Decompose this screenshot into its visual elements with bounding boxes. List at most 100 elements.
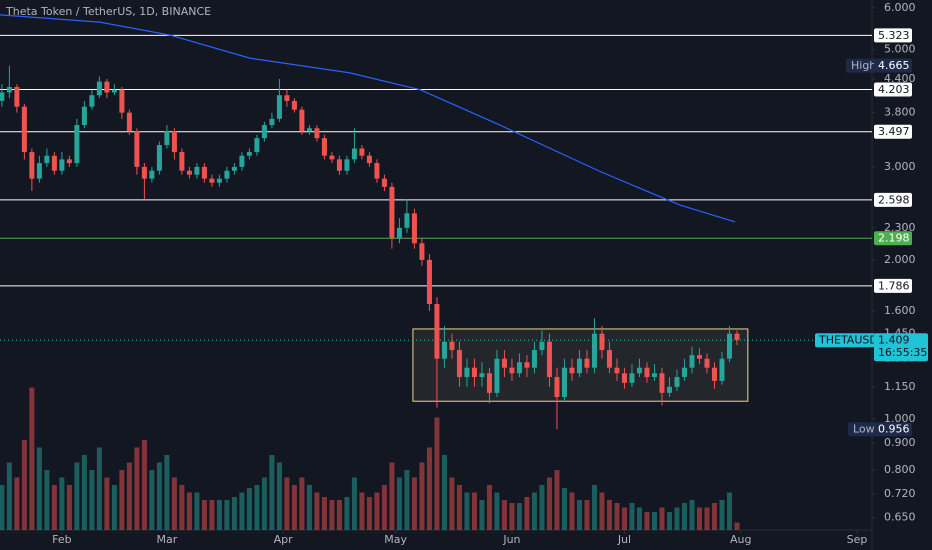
volume-bar (171, 477, 177, 530)
candle-body (216, 178, 222, 183)
y-tick-label: 0.720 (884, 487, 916, 500)
candle-body (291, 100, 297, 110)
candle-body (554, 377, 560, 398)
candle-body (306, 128, 312, 132)
volume-bar (246, 488, 252, 530)
volume-bar (89, 470, 95, 530)
candle-body (606, 350, 612, 368)
level-label-box (874, 28, 912, 43)
x-tick-label: Aug (730, 533, 751, 546)
level-label: 5.323 (878, 29, 910, 42)
x-tick-label: Apr (274, 533, 294, 546)
volume-bar (554, 470, 560, 530)
volume-bar (381, 485, 387, 530)
volume-bar (216, 500, 222, 530)
volume-bar (681, 503, 687, 530)
candle-body (494, 358, 500, 393)
candle-body (471, 367, 477, 378)
candle-body (224, 170, 230, 179)
y-tick-label: 1.150 (884, 380, 916, 393)
y-tick-label: 1.000 (884, 412, 916, 425)
candle-body (36, 163, 42, 179)
volume-bar (21, 440, 27, 530)
volume-bar (74, 462, 80, 530)
volume-bar (351, 477, 357, 530)
volume-bar (501, 500, 507, 530)
y-tick-label: 2.300 (884, 221, 916, 234)
volume-bar (426, 447, 432, 530)
level-label: 2.598 (878, 193, 910, 206)
candle-body (359, 148, 365, 156)
volume-bar (29, 387, 35, 530)
candle-body (44, 155, 50, 164)
candle-body (636, 367, 642, 374)
volume-bar (284, 477, 290, 530)
volume-bar (291, 485, 297, 530)
candle-body (426, 259, 432, 305)
volume-bar (149, 470, 155, 530)
volume-bar (6, 462, 12, 530)
candle-body (81, 106, 87, 126)
volume-bar (261, 477, 267, 530)
volume-bar (464, 492, 470, 530)
x-tick-label: Jun (502, 533, 520, 546)
volume-bar (359, 492, 365, 530)
volume-bar (336, 500, 342, 530)
candle-body (689, 355, 695, 368)
candle-body (404, 213, 410, 228)
candle-body (186, 170, 192, 175)
volume-bar (516, 503, 522, 530)
y-tick-label: 5.000 (884, 43, 916, 56)
volume-bar (419, 462, 425, 530)
candle-body (456, 350, 462, 378)
volume-bar (666, 512, 672, 530)
volume-bar (509, 503, 515, 530)
candle-body (59, 159, 65, 171)
candle-body (171, 131, 177, 153)
volume-bar (344, 497, 350, 530)
candle-body (74, 125, 80, 164)
candle-body (569, 367, 575, 374)
level-label-box (874, 124, 912, 139)
volume-bar (584, 500, 590, 530)
volume-bar (471, 492, 477, 530)
volume-bar (674, 507, 680, 530)
candle-body (194, 166, 200, 175)
candle-body (66, 159, 72, 164)
volume-bar (374, 492, 380, 530)
moving-average (0, 14, 736, 223)
volume-bar (456, 485, 462, 530)
volume-bar (576, 500, 582, 530)
volume-bar (254, 485, 260, 530)
volume-bar (59, 477, 65, 530)
candle-body (501, 358, 507, 368)
x-tick-label: Sep (847, 533, 868, 546)
volume-bar (134, 447, 140, 530)
last-price: 1.409 (878, 334, 910, 347)
volume-bar (614, 503, 620, 530)
volume-bar (179, 485, 185, 530)
candle-body (681, 367, 687, 378)
candle-body (531, 350, 537, 368)
candle-body (366, 155, 372, 164)
volume-bar (194, 492, 200, 530)
candle-body (591, 333, 597, 368)
candle-body (509, 367, 515, 374)
x-tick-label: Jul (617, 533, 631, 546)
volume-bar (366, 497, 372, 530)
candle-body (389, 186, 395, 239)
volume-bar (14, 477, 20, 530)
x-tick-label: Feb (52, 533, 71, 546)
symbol-tag: THETAUSDT (818, 334, 885, 347)
volume-bar (396, 477, 402, 530)
candle-body (269, 118, 275, 126)
candle-body (704, 358, 710, 368)
candle-body (381, 178, 387, 187)
candle-body (111, 89, 117, 93)
candle-body (231, 166, 237, 171)
volume-bar (404, 470, 410, 530)
candle-body (374, 163, 380, 179)
volume-bar (156, 462, 162, 530)
x-tick-label: Mar (157, 533, 178, 546)
